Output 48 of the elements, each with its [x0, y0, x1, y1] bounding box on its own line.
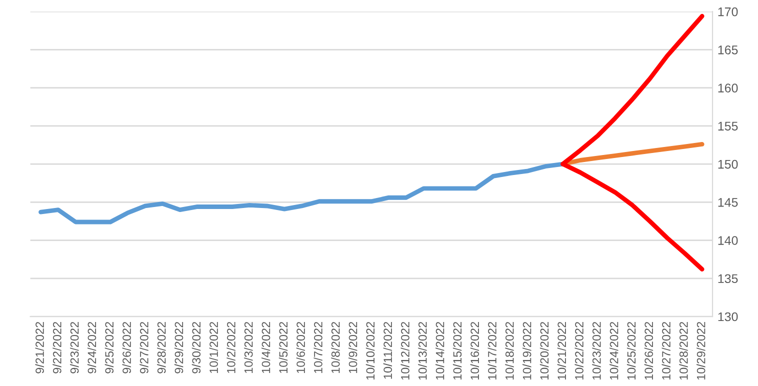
x-tick-label: 10/22/2022 — [574, 322, 584, 380]
x-tick-label: 10/12/2022 — [400, 322, 410, 380]
x-tick-label: 10/15/2022 — [452, 322, 462, 380]
x-tick-label: 9/23/2022 — [70, 322, 79, 374]
x-tick-label: 10/7/2022 — [314, 322, 322, 373]
x-tick-label: 10/20/2022 — [540, 322, 549, 380]
x-tick-label: 9/29/2022 — [174, 322, 184, 374]
x-tick-label: 10/28/2022 — [679, 322, 688, 380]
x-tick-label: 10/1/2022 — [209, 322, 218, 373]
x-tick-label: 10/4/2022 — [262, 322, 270, 373]
y-tick-label: 160 — [718, 84, 738, 92]
x-tick-label: 9/21/2022 — [35, 322, 44, 374]
x-tick-label: 10/3/2022 — [244, 322, 253, 373]
x-tick-label: 9/27/2022 — [140, 322, 148, 374]
x-tick-label: 10/16/2022 — [470, 322, 480, 380]
y-tick-label: 145 — [718, 198, 738, 207]
x-tick-label: 10/2/2022 — [226, 322, 236, 373]
x-tick-label: 10/8/2022 — [331, 322, 340, 373]
x-tick-label: 10/21/2022 — [557, 322, 566, 380]
x-tick-label: 10/17/2022 — [488, 322, 496, 380]
x-tick-label: 9/25/2022 — [104, 322, 114, 374]
x-tick-label: 9/22/2022 — [52, 322, 62, 374]
x-tick-label: 9/24/2022 — [87, 322, 96, 374]
y-tick-label: 130 — [718, 312, 738, 322]
y-tick-label: 140 — [718, 236, 738, 245]
x-tick-label: 10/13/2022 — [418, 322, 427, 380]
x-tick-label: 10/18/2022 — [505, 322, 514, 380]
y-tick-label: 170 — [718, 7, 738, 16]
y-tick-label: 135 — [718, 274, 738, 284]
x-tick-label: 10/6/2022 — [296, 322, 305, 373]
x-tick-label: 10/9/2022 — [348, 322, 358, 373]
x-tick-label: 10/10/2022 — [366, 322, 375, 380]
x-tick-label: 10/5/2022 — [278, 322, 288, 373]
x-tick-label: 9/30/2022 — [192, 322, 201, 374]
y-tick-label: 150 — [718, 160, 738, 169]
x-tick-label: 9/28/2022 — [157, 322, 166, 374]
x-tick-label: 10/25/2022 — [626, 322, 636, 380]
x-tick-label: 9/26/2022 — [122, 322, 131, 374]
x-tick-label: 10/11/2022 — [383, 322, 392, 379]
x-tick-label: 10/19/2022 — [522, 322, 532, 380]
x-tick-label: 10/14/2022 — [436, 322, 444, 380]
x-tick-label: 10/26/2022 — [644, 322, 654, 380]
x-tick-label: 10/24/2022 — [610, 322, 618, 380]
y-tick-label: 155 — [718, 122, 738, 131]
x-tick-label: 10/29/2022 — [696, 322, 706, 380]
x-tick-label: 10/23/2022 — [592, 322, 601, 380]
x-tick-label: 10/27/2022 — [662, 322, 670, 380]
y-tick-label: 165 — [718, 46, 738, 54]
